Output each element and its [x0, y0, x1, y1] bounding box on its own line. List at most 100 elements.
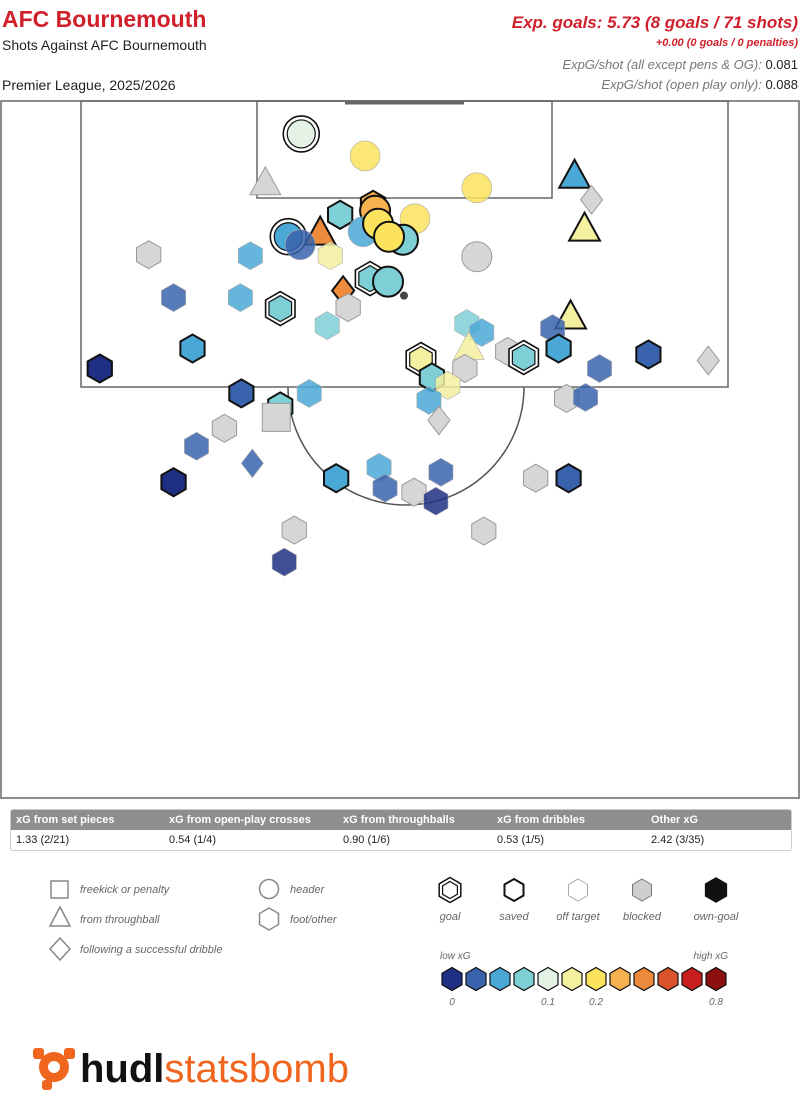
- shot-marker: [317, 241, 343, 271]
- shot-marker: [423, 486, 449, 516]
- shot-marker: [573, 383, 599, 412]
- shot-marker: [523, 463, 549, 493]
- shot-marker: [281, 515, 307, 545]
- hexagon-legend-icon: [258, 907, 280, 931]
- shot-marker: [372, 265, 405, 298]
- shot-marker: [228, 378, 255, 409]
- shot-marker: [461, 241, 493, 273]
- shot-marker: [335, 293, 361, 323]
- scale-swatch: [585, 966, 607, 992]
- team-title: AFC Bournemouth: [2, 6, 207, 32]
- legend-label: from throughball: [80, 914, 160, 926]
- legend-label: own-goal: [694, 911, 739, 923]
- blocked-legend-icon: [632, 878, 652, 902]
- shot-marker: [555, 463, 582, 494]
- xg-per-shot-all-label: ExpG/shot (all except pens & OG):: [562, 57, 762, 72]
- scale-swatch: [657, 966, 679, 992]
- legend: freekick or penalty from throughball fol…: [48, 876, 739, 1008]
- summary-header: xG from throughballs: [343, 814, 455, 826]
- legend-label: header: [290, 884, 326, 896]
- shot-marker: [399, 291, 408, 300]
- shot-marker: [296, 379, 322, 408]
- scale-swatch: [441, 966, 463, 992]
- shot-marker: [86, 353, 113, 384]
- logo-text: hudlstatsbomb: [80, 1047, 349, 1091]
- xg-per-shot-all: ExpG/shot (all except pens & OG): 0.081: [562, 57, 798, 72]
- shot-marker: [323, 463, 350, 494]
- triangle-legend-icon: [48, 905, 72, 927]
- logo-text-statsbomb: statsbomb: [164, 1047, 349, 1091]
- legend-label: following a successful dribble: [80, 944, 222, 956]
- saved-legend-icon: [503, 877, 525, 903]
- scale-swatch: [681, 966, 703, 992]
- summary-header: xG from dribbles: [497, 814, 586, 826]
- hudl-statsbomb-logo: hudlstatsbomb: [33, 1047, 349, 1091]
- shots-layer: [86, 115, 720, 577]
- xg-summary-table: xG from set pieces xG from open-play cro…: [10, 809, 792, 851]
- penalty-line: +0.00 (0 goals / 0 penalties): [655, 37, 798, 49]
- summary-value: 1.33 (2/21): [16, 834, 70, 846]
- summary-header-row: xG from set pieces xG from open-play cro…: [11, 810, 791, 830]
- shot-marker: [160, 467, 187, 498]
- statsbomb-mark-icon: [33, 1048, 75, 1090]
- shot-marker: [240, 448, 264, 479]
- shot-marker: [314, 311, 340, 340]
- summary-value: 0.90 (1/6): [343, 834, 391, 846]
- shot-marker: [282, 115, 321, 153]
- shot-marker: [327, 199, 354, 230]
- shot-marker: [211, 413, 238, 443]
- scale-tick: 0.2: [589, 997, 603, 1008]
- diamond-legend-icon: [48, 936, 72, 962]
- xg-per-shot-open: ExpG/shot (open play only): 0.088: [601, 77, 798, 92]
- shot-marker: [228, 283, 253, 312]
- shot-marker: [284, 229, 316, 261]
- summary-header: xG from set pieces: [16, 814, 115, 826]
- scale-swatch: [633, 966, 655, 992]
- scale-swatch: [513, 966, 535, 992]
- scale-tick: 0.1: [541, 997, 555, 1008]
- xg-per-shot-open-label: ExpG/shot (open play only):: [601, 77, 762, 92]
- scale-swatch: [705, 966, 727, 992]
- circle-legend-icon: [258, 878, 280, 900]
- summary-value-row: 1.33 (2/21) 0.54 (1/4) 0.90 (1/6) 0.53 (…: [11, 830, 791, 850]
- summary-value: 0.53 (1/5): [497, 834, 545, 846]
- six-yard-box: [256, 100, 553, 199]
- shot-marker: [508, 339, 540, 376]
- scale-tick: 0: [449, 997, 455, 1008]
- shot-marker: [238, 241, 263, 271]
- scale-swatch: [609, 966, 631, 992]
- shot-marker: [579, 184, 604, 215]
- legend-label: freekick or penalty: [80, 884, 171, 896]
- shot-map: [0, 100, 800, 799]
- scale-swatch: [561, 966, 583, 992]
- legend-label: blocked: [623, 911, 662, 923]
- shot-marker: [567, 210, 602, 242]
- shot-marker: [349, 140, 381, 172]
- shot-marker: [452, 353, 478, 384]
- logo-text-hudl: hudl: [80, 1047, 164, 1091]
- shot-marker: [471, 516, 497, 546]
- shot-marker: [416, 386, 442, 415]
- shot-marker: [469, 318, 495, 347]
- shot-marker: [435, 371, 461, 400]
- xg-color-scale: [441, 966, 727, 992]
- scale-swatch: [537, 966, 559, 992]
- chart-subtitle: Shots Against AFC Bournemouth: [2, 37, 207, 53]
- shot-marker: [271, 547, 297, 577]
- legend-label: saved: [499, 911, 529, 923]
- shot-marker: [372, 473, 398, 503]
- summary-header: xG from open-play crosses: [169, 814, 311, 826]
- summary-value: 2.42 (3/35): [651, 834, 705, 846]
- legend-label: foot/other: [290, 914, 338, 926]
- xg-headline: Exp. goals: 5.73 (8 goals / 71 shots): [511, 13, 798, 32]
- goal-legend-icon: [438, 876, 462, 904]
- legend-label: off target: [556, 911, 600, 923]
- pitch-outline: [0, 100, 800, 799]
- shot-marker: [461, 172, 493, 204]
- shot-marker: [373, 220, 406, 253]
- shot-marker: [261, 402, 291, 432]
- scale-swatch: [465, 966, 487, 992]
- shot-marker: [635, 339, 662, 370]
- competition-label: Premier League, 2025/2026: [2, 77, 176, 93]
- shot-marker: [179, 333, 206, 364]
